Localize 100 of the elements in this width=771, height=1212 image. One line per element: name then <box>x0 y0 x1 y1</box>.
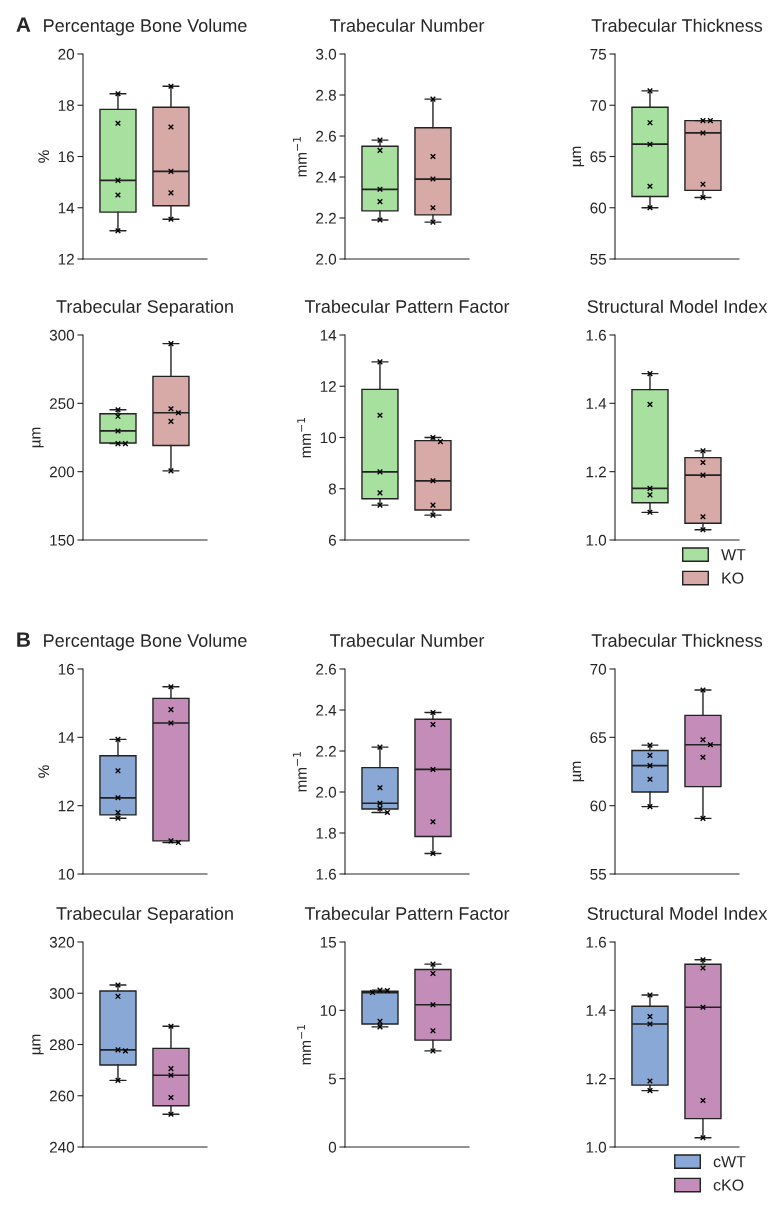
y-tick-label: 240 <box>49 1141 75 1153</box>
y-tick-label: 2.2 <box>316 745 336 757</box>
point <box>376 198 383 205</box>
y-axis-title: µm <box>32 1034 44 1055</box>
y-tick-label: 3.0 <box>316 48 337 60</box>
y-tick-label: 2.0 <box>316 253 337 265</box>
y-tick-label: 250 <box>49 398 75 410</box>
y-tick-label: 12 <box>320 381 336 392</box>
y-tick-label: 20 <box>58 48 75 60</box>
legend-label: cWT <box>713 1156 746 1168</box>
point <box>429 766 436 773</box>
y-tick-label: 260 <box>49 1090 75 1102</box>
point <box>699 194 706 201</box>
point <box>167 418 174 425</box>
y-tick-label: 1.4 <box>586 398 607 409</box>
point <box>114 809 121 816</box>
y-tick-label: 200 <box>49 466 75 478</box>
y-tick-label: 15 <box>320 937 337 948</box>
point <box>429 153 436 160</box>
point <box>167 1094 174 1101</box>
y-tick-label: 55 <box>590 869 607 880</box>
y-tick-label: 65 <box>590 151 607 163</box>
y-tick-label: 8 <box>328 483 336 495</box>
y-tick-label: 18 <box>58 100 74 111</box>
y-axis-title: % <box>38 765 50 778</box>
legend-label: WT <box>721 549 746 561</box>
y-tick-label: 300 <box>49 329 75 341</box>
y-axis-title: µm <box>32 427 44 448</box>
y-tick-label: 10 <box>58 868 75 880</box>
y-tick-label: 12 <box>58 253 74 265</box>
y-tick-label: 2.2 <box>316 212 336 224</box>
text: A <box>16 17 31 32</box>
point <box>646 762 653 769</box>
point <box>376 1018 383 1025</box>
y-axis-title: mm$^{−1}$ <box>292 752 307 792</box>
chart-title: Trabecular Separation <box>56 299 233 317</box>
y-tick-label: 1.2 <box>586 466 606 478</box>
point <box>114 736 121 743</box>
point <box>646 485 653 492</box>
chart-title: Trabecular Pattern Factor <box>304 906 510 920</box>
y-axis-title: mm$^{−1}$ <box>297 1025 311 1065</box>
legend-label: cKO <box>713 1179 744 1191</box>
y-tick-label: 14 <box>58 202 75 214</box>
legend-label: KO <box>722 572 744 584</box>
chart-title: Structural Model Index <box>587 906 768 920</box>
chart-title: Trabecular Number <box>329 633 485 647</box>
y-axis-title: mm$^{−1}$ <box>292 137 307 177</box>
chart-title: Trabecular Thickness <box>591 633 763 647</box>
chart-title: Trabecular Number <box>329 18 485 32</box>
chart-title: Structural Model Index <box>587 299 768 313</box>
chart-title: Percentage Bone Volume <box>44 18 247 36</box>
y-tick-label: 75 <box>590 49 607 60</box>
point <box>699 1097 706 1104</box>
y-tick-label: 12 <box>58 800 74 812</box>
y-tick-label: 1.6 <box>586 936 606 948</box>
y-tick-label: 70 <box>590 100 607 111</box>
y-tick-label: 14 <box>58 732 75 743</box>
y-tick-label: 2.0 <box>316 786 337 798</box>
y-tick-label: 2.4 <box>316 704 337 716</box>
y-tick-label: 1.6 <box>586 329 606 341</box>
point <box>429 709 436 716</box>
y-tick-label: 10 <box>320 432 337 444</box>
y-tick-label: 5 <box>328 1073 337 1085</box>
y-tick-label: 65 <box>590 732 607 744</box>
y-tick-label: 2.6 <box>316 663 336 675</box>
point <box>699 815 706 822</box>
y-axis-title: µm <box>572 761 585 782</box>
y-tick-label: 6 <box>328 534 336 546</box>
y-tick-label: 2.4 <box>316 171 337 183</box>
y-tick-label: 55 <box>590 254 607 265</box>
chart-title: Trabecular Pattern Factor <box>304 299 510 313</box>
y-tick-label: 10 <box>320 1005 337 1017</box>
y-tick-label: 280 <box>49 1039 75 1051</box>
y-tick-label: 14 <box>320 330 337 341</box>
y-tick-label: 16 <box>58 663 74 675</box>
y-tick-label: 300 <box>49 988 75 999</box>
y-tick-label: 150 <box>50 534 75 546</box>
point <box>699 459 706 466</box>
y-tick-label: 1.0 <box>586 1141 607 1153</box>
y-tick-label: 70 <box>590 663 607 675</box>
y-tick-label: 2.6 <box>316 130 336 142</box>
y-axis-title: % <box>38 150 50 163</box>
y-tick-label: 1.4 <box>586 1005 607 1016</box>
y-tick-label: 0 <box>328 1141 337 1153</box>
y-tick-label: 16 <box>58 151 74 163</box>
point <box>167 340 174 347</box>
y-tick-label: 60 <box>590 800 607 812</box>
y-tick-label: 320 <box>49 936 75 948</box>
y-tick-label: 1.2 <box>586 1073 606 1085</box>
point <box>167 1065 174 1072</box>
point <box>646 803 653 810</box>
y-tick-label: 1.6 <box>316 868 336 880</box>
point <box>429 850 436 857</box>
text: B <box>17 632 30 647</box>
y-tick-label: 1.0 <box>586 534 607 546</box>
point <box>429 721 436 728</box>
point <box>646 1013 653 1020</box>
point <box>646 370 653 377</box>
y-tick-label: 60 <box>590 202 607 214</box>
y-axis-title: µm <box>572 146 585 167</box>
